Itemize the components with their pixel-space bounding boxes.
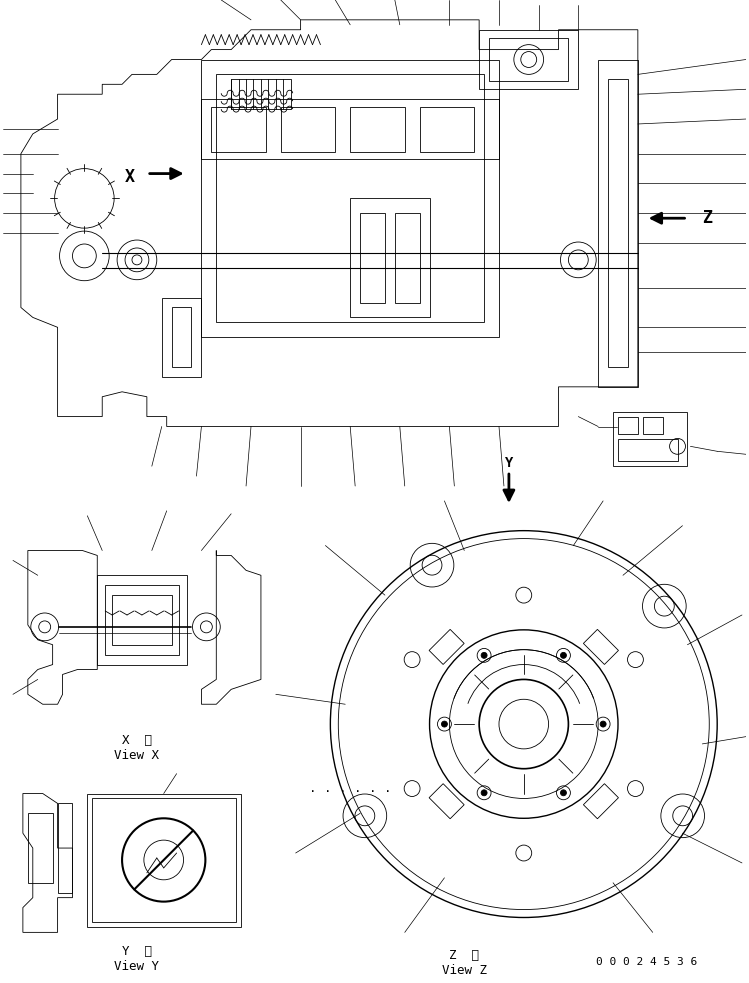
Circle shape xyxy=(560,653,566,659)
Bar xyxy=(105,585,178,655)
Circle shape xyxy=(481,789,487,796)
Bar xyxy=(211,107,266,151)
Text: Y  視
View Y: Y 視 View Y xyxy=(115,946,160,973)
Bar xyxy=(88,793,241,927)
Bar xyxy=(351,199,429,318)
Bar xyxy=(613,412,688,466)
Text: Z: Z xyxy=(703,209,712,227)
Bar xyxy=(112,595,172,645)
Bar xyxy=(162,298,201,376)
Bar xyxy=(583,629,619,665)
Bar xyxy=(172,308,192,367)
Bar xyxy=(216,75,484,322)
Text: X  視
View X: X 視 View X xyxy=(115,734,160,762)
Bar xyxy=(479,29,578,89)
Bar xyxy=(643,417,663,434)
Bar xyxy=(92,798,236,922)
Bar xyxy=(618,439,678,461)
Bar xyxy=(201,99,499,158)
Bar xyxy=(608,80,628,367)
Bar xyxy=(395,213,419,303)
Text: Y: Y xyxy=(505,456,513,470)
Text: Z  視
View Z: Z 視 View Z xyxy=(442,950,487,977)
Bar xyxy=(201,60,499,337)
Text: X: X xyxy=(125,167,135,186)
Bar xyxy=(231,80,291,109)
Bar xyxy=(281,107,336,151)
Bar xyxy=(97,575,187,665)
Text: 0 0 0 2 4 5 3 6: 0 0 0 2 4 5 3 6 xyxy=(596,957,697,967)
Bar xyxy=(360,213,385,303)
Bar xyxy=(28,813,52,883)
Bar xyxy=(429,629,464,665)
Bar xyxy=(58,803,73,893)
Bar xyxy=(583,783,619,819)
Bar xyxy=(618,417,638,434)
Circle shape xyxy=(560,789,566,796)
Circle shape xyxy=(441,722,447,727)
Circle shape xyxy=(600,722,606,727)
Bar xyxy=(429,783,464,819)
Bar xyxy=(419,107,474,151)
Text: . . . . . .: . . . . . . xyxy=(309,782,392,795)
Bar xyxy=(351,107,404,151)
Bar xyxy=(489,37,568,82)
Circle shape xyxy=(481,653,487,659)
Bar xyxy=(598,60,638,387)
